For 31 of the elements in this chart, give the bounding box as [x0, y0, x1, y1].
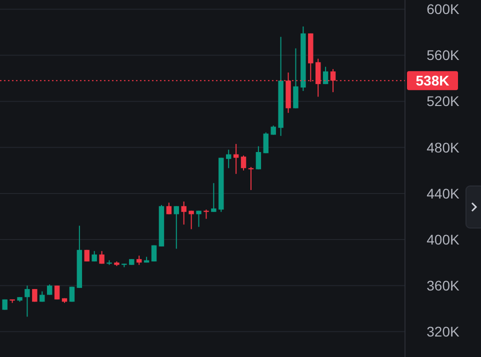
candlestick: [256, 146, 262, 170]
y-tick-label: 560K: [426, 47, 460, 64]
candlestick: [54, 285, 60, 300]
candlestick: [24, 285, 30, 318]
y-tick-label: 360K: [426, 278, 460, 294]
y-tick-label: 400K: [426, 231, 460, 248]
candlestick: [99, 250, 104, 264]
candlestick: [46, 284, 52, 296]
candlestick: [174, 206, 180, 250]
candlestick: [226, 149, 232, 169]
candlestick: [196, 210, 202, 228]
candlestick: [136, 255, 142, 266]
candlestick: [188, 210, 194, 230]
ref-line-label: 538K: [416, 72, 450, 89]
y-tick-label: 320K: [426, 324, 460, 340]
y-tick-label: 600K: [426, 1, 460, 18]
candlestick: [181, 201, 186, 226]
candlestick: [32, 288, 38, 302]
candlestick: [233, 143, 239, 174]
candlestick: [92, 250, 97, 262]
candlestick: [322, 66, 328, 85]
candlestick: [204, 209, 209, 220]
candlestick: [248, 166, 254, 191]
candlestick: [151, 244, 157, 262]
candlestick: [263, 132, 269, 154]
candlestick: [240, 154, 246, 171]
y-tick-label: 480K: [426, 139, 460, 156]
candlestick: [293, 48, 298, 109]
y-tick-label: 440K: [426, 185, 460, 202]
y-tick-label: 520K: [426, 93, 460, 110]
candlestick: [211, 182, 216, 212]
